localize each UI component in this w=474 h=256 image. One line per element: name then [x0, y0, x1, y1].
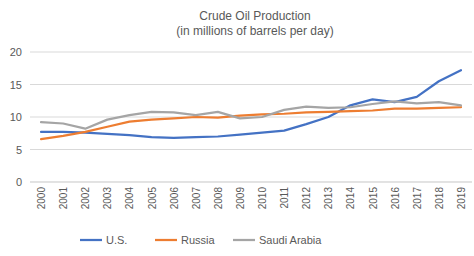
series-line — [41, 107, 461, 139]
title: Crude Oil Production — [199, 9, 310, 23]
x-tick-label: 2014 — [345, 187, 356, 210]
grid-line — [30, 182, 472, 183]
x-tick-label: 2015 — [368, 187, 379, 210]
legend-item: U.S. — [80, 234, 127, 246]
x-tick-label: 2000 — [36, 187, 47, 210]
x-tick-label: 2012 — [301, 187, 312, 210]
grid-line — [30, 84, 472, 85]
legend-swatch — [80, 239, 102, 241]
y-tick-label: 20 — [10, 46, 22, 58]
legend-swatch — [155, 239, 177, 241]
plot-area — [41, 70, 461, 139]
x-tick-label: 2004 — [124, 187, 135, 210]
legend-item: Russia — [155, 234, 216, 246]
legend-swatch — [233, 239, 255, 241]
x-tick-label: 2007 — [191, 187, 202, 210]
x-axis — [30, 182, 472, 183]
x-tick-label: 2018 — [434, 187, 445, 210]
grid-line — [30, 52, 472, 53]
x-tick-label: 2016 — [390, 187, 401, 210]
y-tick-label: 10 — [10, 111, 22, 123]
y-tick-label: 15 — [10, 79, 22, 91]
x-tick-label: 2019 — [456, 187, 467, 210]
x-tick-label: 2013 — [323, 187, 334, 210]
legend-label: Russia — [181, 234, 216, 246]
legend-label: Saudi Arabia — [259, 234, 322, 246]
legend-item: Saudi Arabia — [233, 234, 322, 246]
x-tick-label: 2017 — [412, 187, 423, 210]
chart: Crude Oil Production(in millions of barr… — [0, 0, 474, 256]
x-tick-label: 2010 — [257, 187, 268, 210]
subtitle: (in millions of barrels per day) — [176, 24, 333, 38]
legend-label: U.S. — [106, 234, 127, 246]
x-tick-label: 2005 — [147, 187, 158, 210]
x-tick-label: 2003 — [102, 187, 113, 210]
grid-line — [30, 149, 472, 150]
x-tick-label: 2002 — [80, 187, 91, 210]
y-tick-label: 5 — [16, 144, 22, 156]
x-tick-label: 2006 — [169, 187, 180, 210]
x-tick-label: 2009 — [235, 187, 246, 210]
series-line — [41, 101, 461, 128]
x-tick-label: 2001 — [58, 187, 69, 210]
x-tick-label: 2008 — [213, 187, 224, 210]
y-tick-label: 0 — [16, 176, 22, 188]
x-tick-label: 2011 — [279, 187, 290, 209]
